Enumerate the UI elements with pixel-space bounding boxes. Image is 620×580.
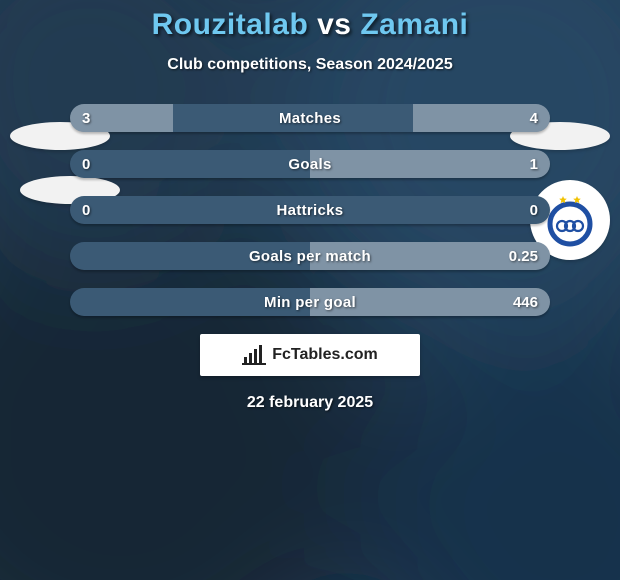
stat-row: 01Goals: [70, 150, 550, 178]
page-title: Rouzitalab vs Zamani: [0, 0, 620, 42]
stat-row: 446Min per goal: [70, 288, 550, 316]
branding-box: FcTables.com: [200, 334, 420, 376]
stat-label: Hattricks: [70, 196, 550, 224]
stat-row: 34Matches: [70, 104, 550, 132]
bar-chart-icon: [242, 345, 266, 365]
stat-label: Goals: [70, 150, 550, 178]
stat-row: 00Hattricks: [70, 196, 550, 224]
player2-name: Zamani: [360, 8, 468, 41]
stat-row: 0.25Goals per match: [70, 242, 550, 270]
branding-text: FcTables.com: [272, 346, 378, 364]
date-label: 22 february 2025: [0, 394, 620, 412]
stats-table: 34Matches 01Goals 00Hattricks 0.25Goals per…: [70, 104, 550, 316]
vs-separator: vs: [317, 8, 351, 41]
stat-label: Goals per match: [70, 242, 550, 270]
stat-label: Matches: [70, 104, 550, 132]
player1-name: Rouzitalab: [152, 8, 309, 41]
stat-label: Min per goal: [70, 288, 550, 316]
comparison-card: Rouzitalab vs Zamani Club competitions, …: [0, 0, 620, 580]
subtitle: Club competitions, Season 2024/2025: [0, 56, 620, 74]
